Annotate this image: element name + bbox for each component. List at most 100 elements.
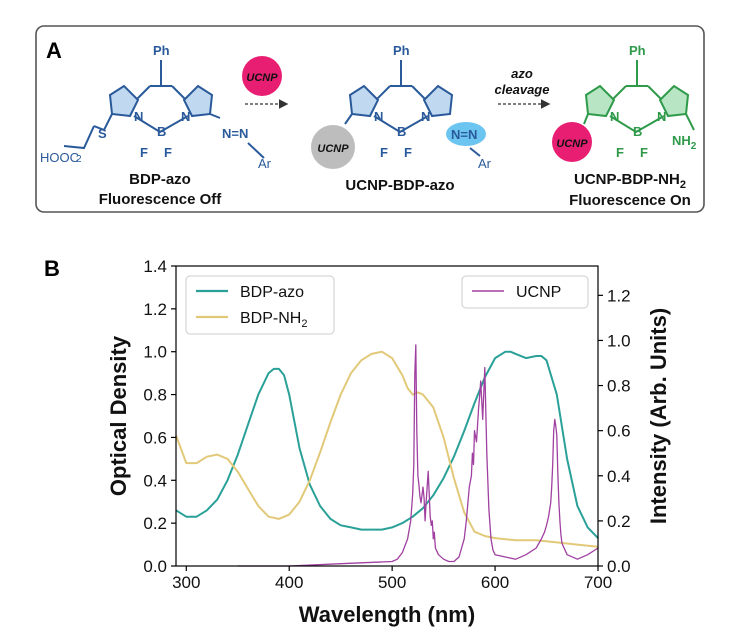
series-line-ucnp bbox=[237, 344, 599, 567]
pyrrole-left bbox=[108, 84, 140, 118]
y-left-tick-label: 0.6 bbox=[143, 428, 167, 447]
panel-a: A Ph N N B F F S 2 HOOC N=N Ar BDP-azo bbox=[35, 25, 705, 213]
ph-label: Ph bbox=[629, 43, 646, 58]
ucnp-badge-arrow bbox=[242, 56, 282, 96]
y-left-tick-label: 0.4 bbox=[143, 471, 167, 490]
pyrrole-left bbox=[584, 84, 616, 118]
ucnp-badge-2-label: UCNP bbox=[317, 143, 349, 155]
plot-frame bbox=[175, 265, 599, 567]
y-left-tick-label: 0.2 bbox=[143, 514, 167, 533]
b-label: B bbox=[157, 124, 166, 139]
x-axis-title: Wavelength (nm) bbox=[299, 602, 475, 627]
y-left-tick-label: 1.2 bbox=[143, 300, 167, 319]
x-tick-label: 300 bbox=[172, 573, 200, 592]
molecule-ucnp-bdp-nh2-labels: Ph N N B F F NH2 bbox=[610, 43, 697, 160]
legend-left-label-text: BDP-NH bbox=[240, 310, 301, 327]
y-right-tick-label: 1.0 bbox=[607, 331, 631, 350]
ucnp-bond bbox=[583, 113, 589, 125]
f-right-label: F bbox=[404, 145, 412, 160]
hooc-label: HOOC bbox=[40, 150, 79, 165]
ar-label: Ar bbox=[258, 156, 272, 171]
b-label: B bbox=[633, 124, 642, 139]
molecule-ucnp-bdp-azo bbox=[344, 60, 481, 157]
n-left-label: N bbox=[610, 109, 619, 124]
panel-a-label: A bbox=[46, 38, 62, 63]
cleavage-label-arrow: cleavage bbox=[495, 82, 550, 97]
pyrrole-right bbox=[422, 84, 454, 118]
fluorescence-on-label: Fluorescence On bbox=[569, 192, 691, 209]
f-left-label: F bbox=[616, 145, 624, 160]
n-right-label: N bbox=[657, 109, 666, 124]
n-right-label: N bbox=[421, 109, 430, 124]
ucnp-badge-3 bbox=[552, 122, 592, 162]
molecule-ucnp-bdp-nh2 bbox=[583, 60, 695, 134]
nh-text: NH bbox=[672, 133, 691, 148]
ar-bond bbox=[469, 147, 481, 157]
n-right-label: N bbox=[181, 109, 190, 124]
s-linker bbox=[63, 113, 113, 150]
legend-left-label-subscript: 2 bbox=[301, 318, 307, 330]
legend-left-label-text: BDP-azo bbox=[240, 284, 304, 301]
subscript-2-label: 2 bbox=[76, 154, 82, 165]
panel-b-label: B bbox=[44, 256, 60, 281]
molecule-bdp-azo bbox=[63, 60, 265, 159]
pyrrole-right bbox=[658, 84, 690, 118]
molecule-name-bdp-azo: BDP-azo bbox=[129, 171, 191, 188]
panel-b: B 300 400 500 600 7000.00.20.40.60.81.01.21.… bbox=[44, 256, 671, 627]
azo-label: N=N bbox=[222, 126, 248, 141]
y-right-axis-title: Intensity (Arb. Units) bbox=[646, 308, 671, 524]
molecule-bdp-azo-labels: Ph N N B F F S 2 HOOC N=N Ar bbox=[40, 43, 272, 171]
molecule-name-ucnp-bdp-azo: UCNP-BDP-azo bbox=[345, 177, 454, 194]
molecule-name-ucnp-bdp-nh2: UCNP-BDP-NH2 bbox=[574, 171, 686, 191]
ucnp-badge-3-label: UCNP bbox=[556, 138, 588, 150]
y-right-tick-label: 0.8 bbox=[607, 377, 631, 396]
fluorescence-off-label: Fluorescence Off bbox=[99, 191, 223, 208]
f-right-label: F bbox=[164, 145, 172, 160]
bdp-boron-bridge bbox=[133, 115, 189, 134]
panel-a-frame bbox=[35, 25, 705, 213]
ph-label: Ph bbox=[153, 43, 170, 58]
y-left-tick-label: 1.4 bbox=[143, 257, 167, 276]
n-left-label: N bbox=[134, 109, 143, 124]
x-tick-label: 600 bbox=[481, 573, 509, 592]
ucnp-badge-arrow-label: UCNP bbox=[246, 72, 278, 84]
ar-bond bbox=[247, 142, 265, 159]
x-tick-label: 400 bbox=[275, 573, 303, 592]
f-left-label: F bbox=[140, 145, 148, 160]
nh-subscript: 2 bbox=[691, 141, 697, 152]
f-right-label: F bbox=[640, 145, 648, 160]
pyrrole-left bbox=[348, 84, 380, 118]
y-right-tick-label: 0.2 bbox=[607, 512, 631, 531]
ucnp-badge-2 bbox=[311, 125, 355, 169]
y-right-tick-label: 0.0 bbox=[607, 557, 631, 576]
series-line-bdp-nh2 bbox=[175, 350, 599, 548]
f-left-label: F bbox=[380, 145, 388, 160]
series-line-bdp-azo bbox=[175, 350, 599, 539]
s-label: S bbox=[98, 126, 107, 141]
legend-right-box bbox=[461, 275, 589, 309]
y-left-tick-label: 0.0 bbox=[143, 557, 167, 576]
y-left-tick-label: 1.0 bbox=[143, 343, 167, 362]
y-right-tick-label: 0.4 bbox=[607, 467, 631, 486]
ar-label: Ar bbox=[478, 156, 492, 171]
y-right-tick-label: 0.6 bbox=[607, 422, 631, 441]
legend-left-label: BDP-NH2 bbox=[240, 310, 307, 330]
pyrrole-right bbox=[182, 84, 214, 118]
azo-highlight bbox=[446, 122, 486, 146]
azo-label-arrow: azo bbox=[511, 66, 533, 81]
ucnp-bond bbox=[344, 113, 353, 125]
azo-bond bbox=[209, 113, 221, 119]
y-left-tick-label: 0.8 bbox=[143, 386, 167, 405]
bdp-boron-bridge bbox=[609, 115, 665, 134]
b-label: B bbox=[397, 124, 406, 139]
chart: 300 400 500 600 7000.00.20.40.60.81.01.21.40… bbox=[106, 257, 671, 627]
nh2-bond bbox=[685, 113, 695, 131]
azo-label: N=N bbox=[451, 127, 477, 142]
legend-right-label: UCNP bbox=[516, 284, 561, 301]
y-left-axis-title: Optical Density bbox=[106, 335, 131, 496]
molecule-ucnp-bdp-azo-labels: Ph N N B F F N=N Ar bbox=[374, 43, 492, 171]
bdp-boron-bridge bbox=[373, 115, 429, 134]
legend-left-label: BDP-azo bbox=[240, 284, 304, 301]
name-subscript: 2 bbox=[680, 179, 686, 191]
